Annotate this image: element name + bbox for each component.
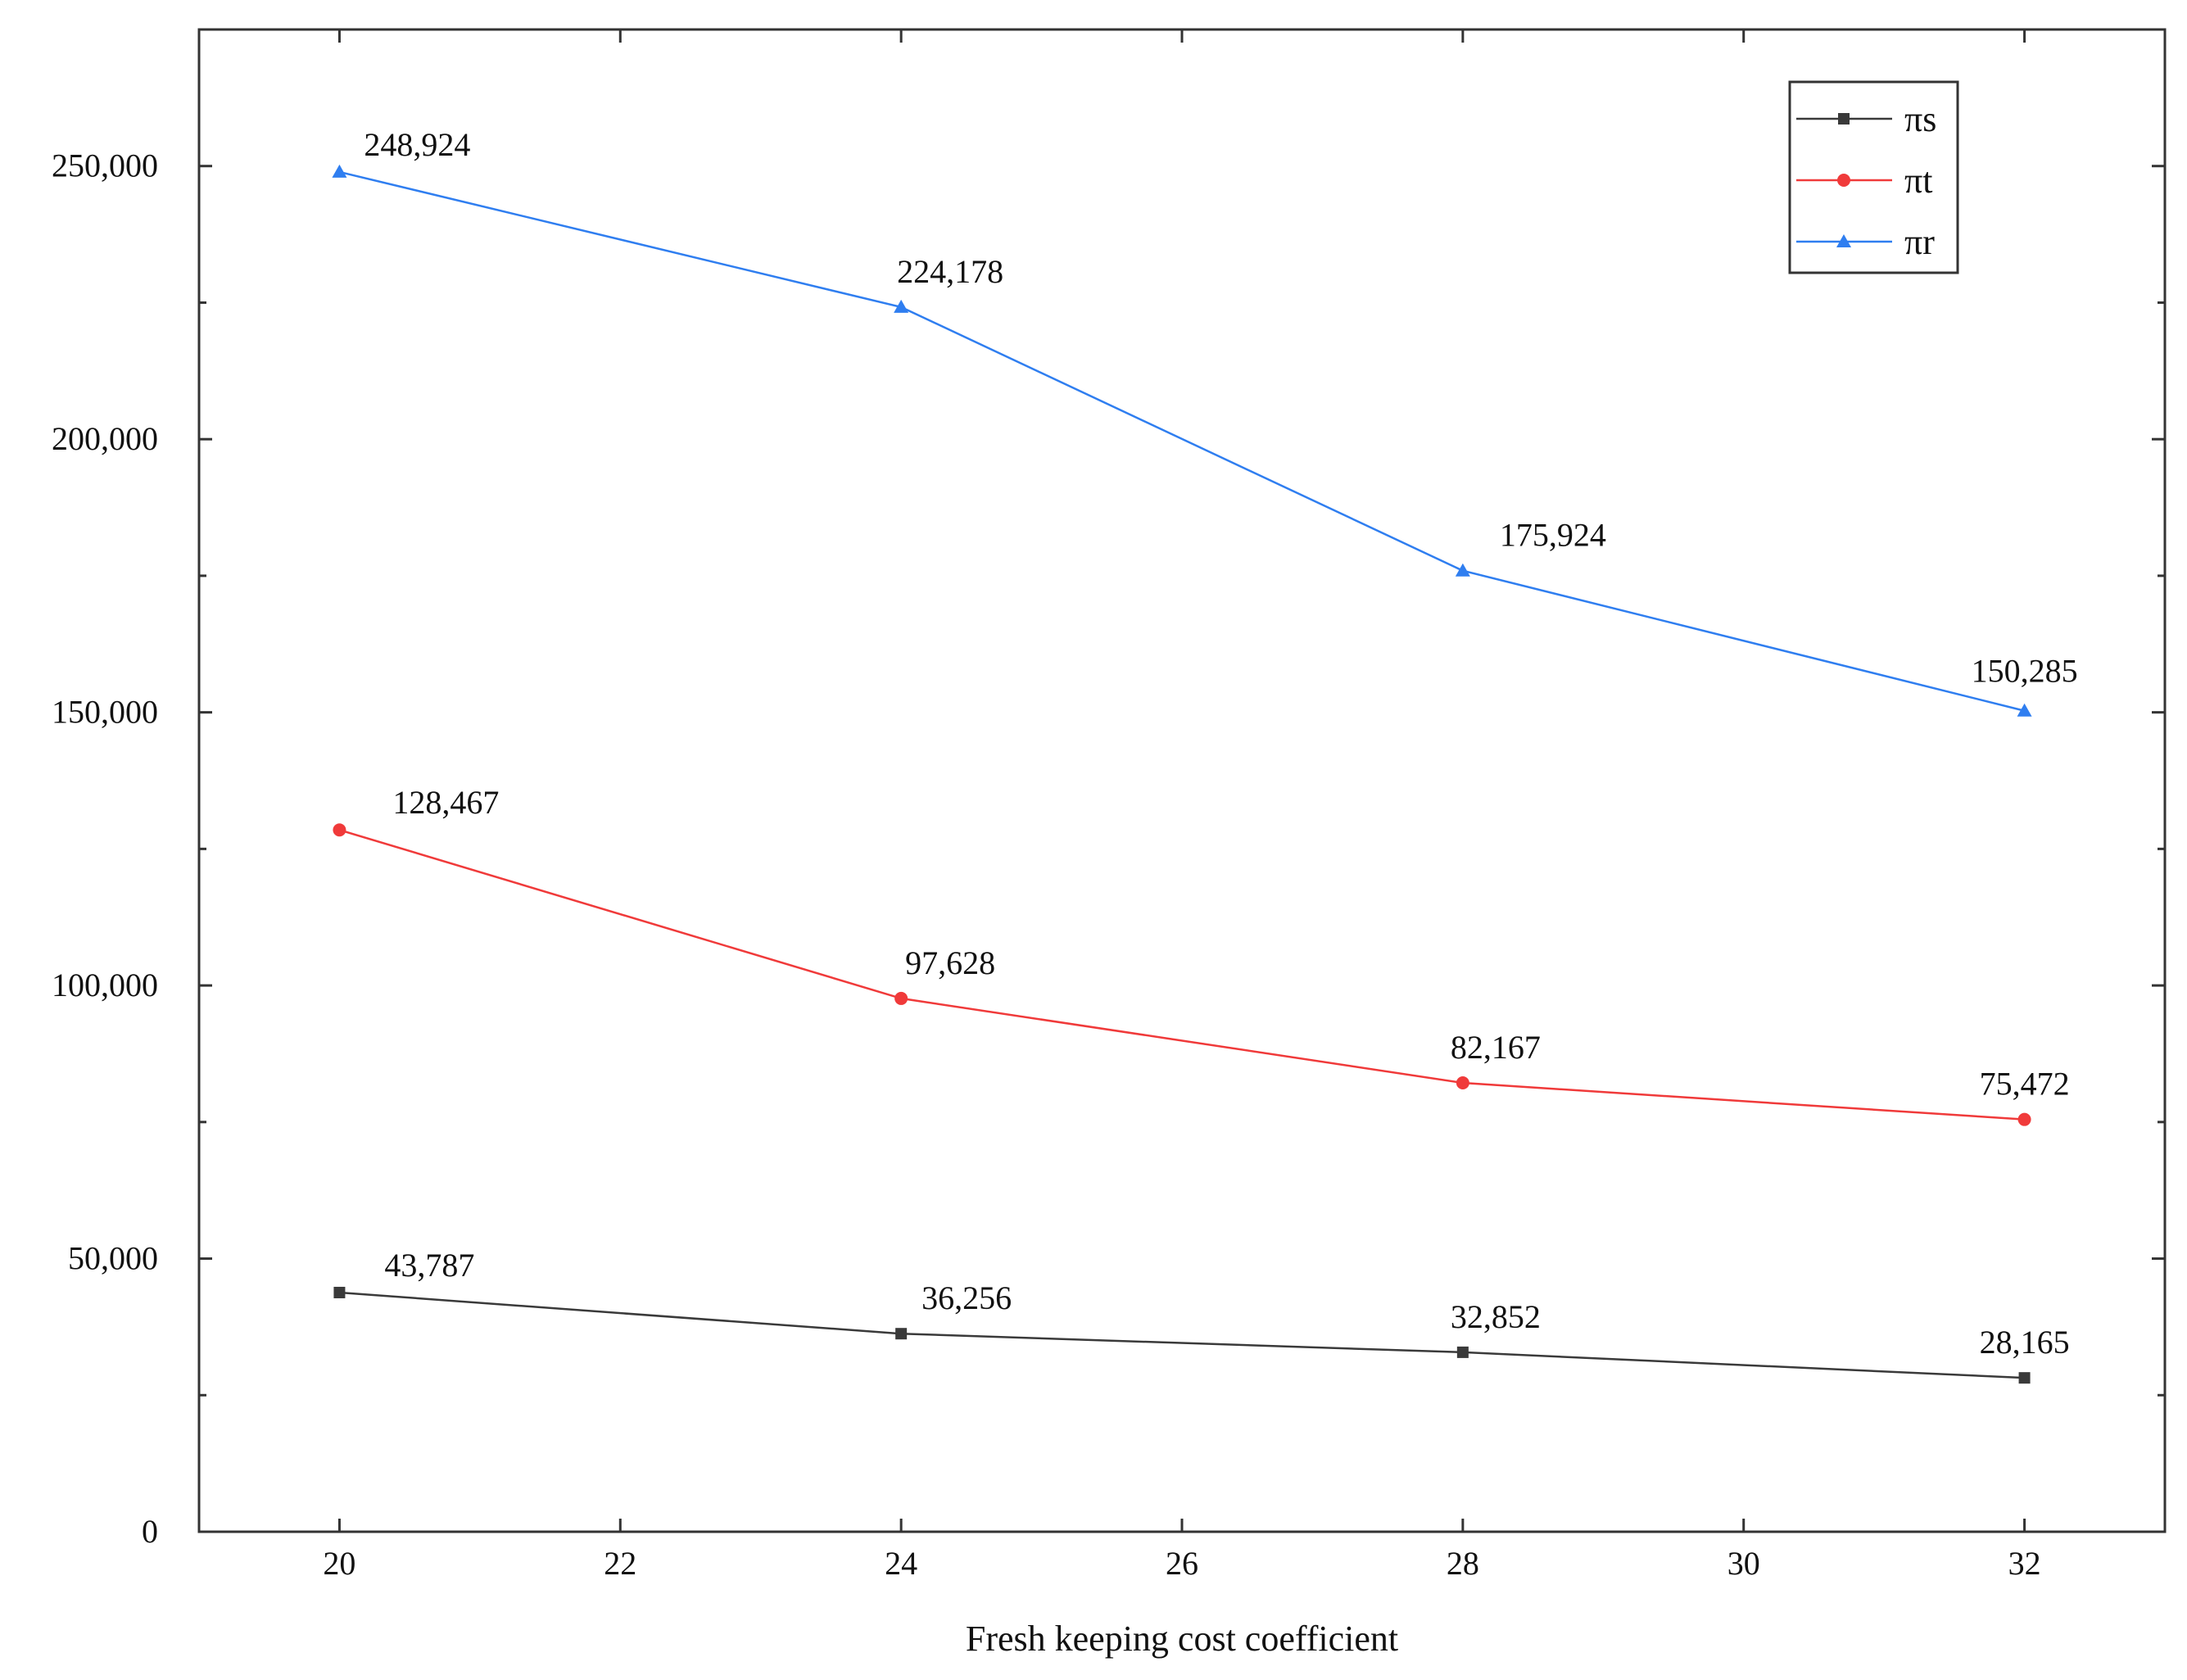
legend-item: πr	[1796, 222, 1935, 262]
x-tick-label: 20	[323, 1545, 355, 1582]
legend-label: πr	[1904, 222, 1935, 262]
legend-label: πt	[1904, 161, 1932, 201]
data-point	[1455, 563, 1470, 577]
x-tick-label: 30	[1727, 1545, 1760, 1582]
data-label: 36,256	[921, 1279, 1012, 1316]
legend-marker	[1837, 174, 1850, 187]
legend-marker	[1838, 113, 1850, 125]
data-label: 43,787	[384, 1247, 474, 1284]
data-label: 175,924	[1500, 517, 1606, 554]
y-tick-label: 50,000	[68, 1240, 158, 1277]
series-1: 128,467 97,628 82,167 75,472	[333, 784, 2070, 1126]
data-point	[895, 1328, 908, 1340]
data-label: 224,178	[897, 253, 1003, 290]
x-tick-label: 28	[1447, 1545, 1479, 1582]
data-point	[2017, 703, 2032, 717]
x-axis: 20 22 24 26 28 30 32	[323, 29, 2041, 1582]
data-label: 28,165	[1980, 1324, 2070, 1361]
data-label: 150,285	[1972, 653, 2078, 690]
data-point	[332, 164, 347, 178]
data-label: 75,472	[1980, 1066, 2070, 1103]
x-tick-label: 22	[604, 1545, 636, 1582]
series-layer: 43,787 36,256 32,852 28,165 128,467 97,628 82,…	[332, 126, 2078, 1384]
legend-item: πs	[1796, 99, 1936, 139]
legend-label: πs	[1904, 99, 1936, 139]
data-label: 97,628	[905, 944, 995, 981]
data-point	[2018, 1372, 2031, 1384]
data-label: 82,167	[1451, 1029, 1541, 1066]
series-2: 248,924 224,178 175,924 150,285	[332, 126, 2078, 717]
series-line	[339, 1291, 2025, 1379]
x-tick-label: 32	[2008, 1545, 2041, 1582]
x-tick-label: 26	[1166, 1545, 1198, 1582]
series-line	[339, 170, 2025, 712]
data-point	[894, 991, 908, 1005]
legend: πs πt πr	[1788, 80, 1959, 274]
data-point	[333, 1286, 346, 1298]
data-point	[333, 823, 346, 837]
y-tick-label: 0	[142, 1513, 158, 1550]
x-tick-label: 24	[885, 1545, 917, 1582]
data-label: 128,467	[392, 784, 499, 821]
data-label: 248,924	[364, 126, 470, 163]
y-tick-label: 100,000	[52, 967, 158, 1003]
x-axis-title: Fresh keeping cost coefficient	[966, 1619, 1398, 1659]
y-axis: 0 50,000 100,000 150,000 200,000 250,000	[52, 28, 2165, 1550]
data-point	[894, 299, 909, 313]
legend-item: πt	[1796, 161, 1932, 201]
data-label: 32,852	[1451, 1298, 1541, 1335]
y-tick-label: 150,000	[52, 694, 158, 731]
legend-marker	[1836, 234, 1851, 247]
data-point	[2017, 1112, 2031, 1126]
y-tick-label: 250,000	[52, 147, 158, 184]
series-0: 43,787 36,256 32,852 28,165	[333, 1247, 2070, 1384]
y-tick-label: 200,000	[52, 420, 158, 457]
data-point	[1456, 1076, 1469, 1090]
data-point	[1456, 1346, 1469, 1358]
series-line	[339, 829, 2025, 1121]
